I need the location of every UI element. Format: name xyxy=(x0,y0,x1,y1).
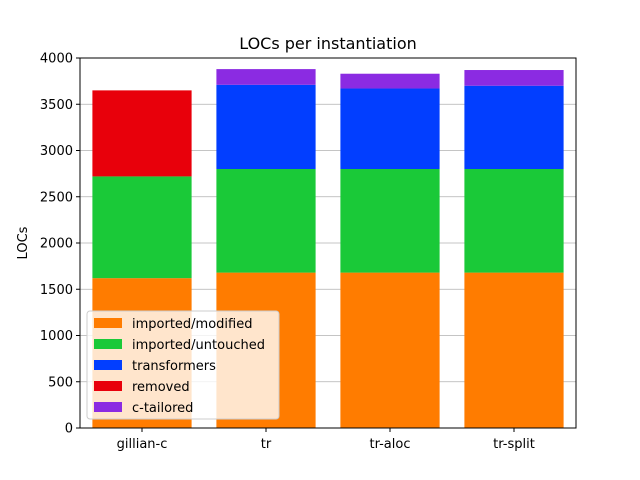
bar-tr-aloc-transformers xyxy=(340,88,440,169)
y-tick-label: 2500 xyxy=(40,190,73,205)
legend-swatch xyxy=(94,339,122,349)
y-tick-label: 1500 xyxy=(40,283,73,298)
x-tick-label: tr-split xyxy=(493,437,535,452)
bar-tr-split-c-tailored xyxy=(464,70,564,86)
y-tick-label: 500 xyxy=(48,375,73,390)
bar-gillian-c-imported-untouched xyxy=(92,176,192,279)
x-tick-label: gillian-c xyxy=(117,437,168,452)
bar-tr-split-imported-untouched xyxy=(464,169,564,273)
x-tick-label: tr xyxy=(261,437,272,452)
bar-tr-imported-untouched xyxy=(216,169,316,273)
legend-label: imported/untouched xyxy=(132,338,265,353)
legend-label: imported/modified xyxy=(132,317,252,332)
bar-tr-transformers xyxy=(216,84,316,169)
legend-swatch xyxy=(94,402,122,412)
y-tick-label: 0 xyxy=(65,422,73,437)
x-tick-label: tr-aloc xyxy=(370,437,411,452)
legend-swatch xyxy=(94,360,122,370)
chart-title: LOCs per instantiation xyxy=(239,34,417,53)
y-axis-label: LOCs xyxy=(16,226,31,259)
bar-tr-aloc-imported-untouched xyxy=(340,169,440,273)
y-tick-label: 1000 xyxy=(40,329,73,344)
legend-swatch xyxy=(94,381,122,391)
legend-label: c-tailored xyxy=(132,401,193,416)
legend-label: removed xyxy=(132,380,190,395)
bar-tr-split-imported-modified xyxy=(464,272,564,428)
legend-label: transformers xyxy=(132,359,216,374)
y-tick-label: 4000 xyxy=(40,52,73,67)
y-tick-label: 3000 xyxy=(40,144,73,159)
y-tick-label: 3500 xyxy=(40,98,73,113)
bar-tr-aloc-c-tailored xyxy=(340,73,440,89)
bar-gillian-c-removed xyxy=(92,90,192,177)
legend-swatch xyxy=(94,318,122,328)
bar-tr-split-transformers xyxy=(464,85,564,169)
x-axis-ticks: gillian-c tr tr-aloc tr-split xyxy=(117,428,535,452)
legend-box xyxy=(86,310,280,420)
legend: imported/modified imported/untouched trans… xyxy=(86,310,280,420)
y-axis-ticks: 0 500 1000 1500 2000 2500 3000 3500 4000 xyxy=(40,52,80,437)
bar-tr-aloc-imported-modified xyxy=(340,272,440,428)
bar-tr-c-tailored xyxy=(216,69,316,85)
y-tick-label: 2000 xyxy=(40,237,73,252)
